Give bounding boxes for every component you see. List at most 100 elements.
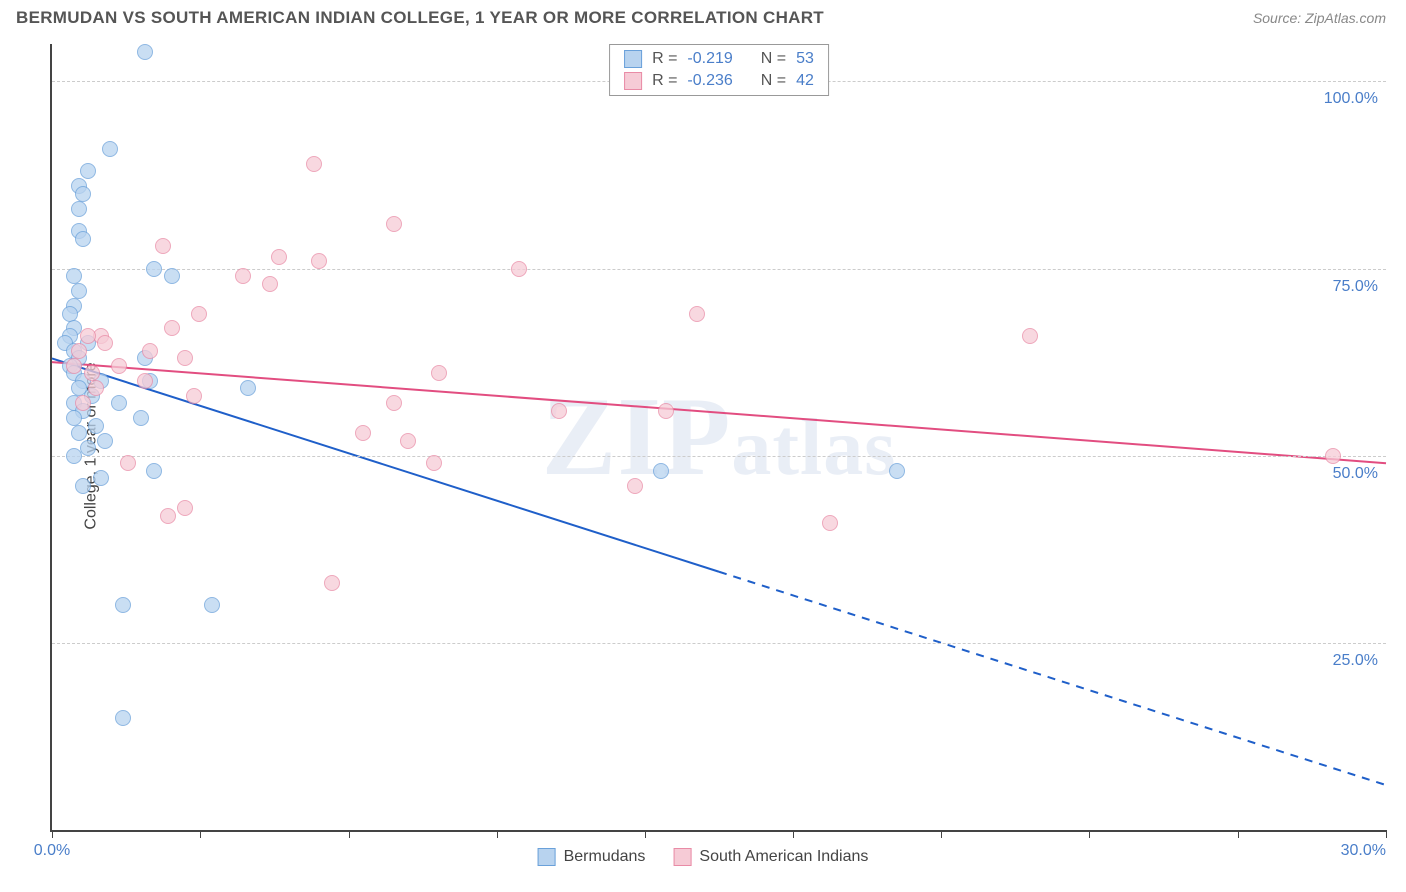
scatter-point xyxy=(88,380,104,396)
scatter-point xyxy=(1325,448,1341,464)
legend-n-value: 53 xyxy=(796,50,814,68)
scatter-point xyxy=(311,253,327,269)
scatter-point xyxy=(75,478,91,494)
scatter-point xyxy=(204,597,220,613)
y-tick-label: 25.0% xyxy=(1333,652,1378,670)
scatter-point xyxy=(262,276,278,292)
legend-bottom: Bermudans South American Indians xyxy=(538,848,869,866)
scatter-point xyxy=(115,597,131,613)
chart-container: BERMUDAN VS SOUTH AMERICAN INDIAN COLLEG… xyxy=(0,0,1406,892)
scatter-point xyxy=(66,268,82,284)
legend-label: South American Indians xyxy=(699,848,868,866)
legend-r-label: R = xyxy=(652,72,677,90)
grid-line xyxy=(52,456,1386,457)
x-tick-label: 0.0% xyxy=(34,842,70,860)
scatter-point xyxy=(386,395,402,411)
x-tick xyxy=(52,830,53,838)
scatter-point xyxy=(186,388,202,404)
scatter-point xyxy=(689,306,705,322)
scatter-point xyxy=(235,268,251,284)
scatter-point xyxy=(653,463,669,479)
scatter-point xyxy=(133,410,149,426)
chart-source: Source: ZipAtlas.com xyxy=(1253,10,1386,26)
scatter-point xyxy=(177,500,193,516)
scatter-point xyxy=(75,395,91,411)
scatter-point xyxy=(511,261,527,277)
legend-swatch xyxy=(624,50,642,68)
x-tick xyxy=(200,830,201,838)
scatter-point xyxy=(431,365,447,381)
scatter-point xyxy=(71,425,87,441)
scatter-point xyxy=(426,455,442,471)
grid-line xyxy=(52,269,1386,270)
legend-bottom-item: Bermudans xyxy=(538,848,646,866)
scatter-point xyxy=(62,306,78,322)
scatter-point xyxy=(71,201,87,217)
chart-title: BERMUDAN VS SOUTH AMERICAN INDIAN COLLEG… xyxy=(16,8,824,28)
x-tick xyxy=(941,830,942,838)
scatter-point xyxy=(97,335,113,351)
scatter-point xyxy=(177,350,193,366)
scatter-point xyxy=(137,373,153,389)
scatter-point xyxy=(66,410,82,426)
legend-n-value: 42 xyxy=(796,72,814,90)
legend-r-value: -0.236 xyxy=(687,72,732,90)
scatter-point xyxy=(93,470,109,486)
scatter-point xyxy=(164,320,180,336)
legend-top-row: R = -0.219 N = 53 xyxy=(610,48,828,70)
scatter-point xyxy=(137,44,153,60)
scatter-point xyxy=(102,141,118,157)
scatter-point xyxy=(164,268,180,284)
source-prefix: Source: xyxy=(1253,10,1301,26)
y-tick-label: 100.0% xyxy=(1324,90,1378,108)
scatter-point xyxy=(88,418,104,434)
scatter-point xyxy=(115,710,131,726)
scatter-point xyxy=(146,261,162,277)
scatter-point xyxy=(306,156,322,172)
x-tick xyxy=(349,830,350,838)
trend-line xyxy=(52,362,1386,463)
x-tick xyxy=(645,830,646,838)
legend-r-value: -0.219 xyxy=(687,50,732,68)
legend-label: Bermudans xyxy=(564,848,646,866)
legend-r-label: R = xyxy=(652,50,677,68)
scatter-point xyxy=(822,515,838,531)
chart-header: BERMUDAN VS SOUTH AMERICAN INDIAN COLLEG… xyxy=(0,0,1406,32)
scatter-point xyxy=(324,575,340,591)
scatter-point xyxy=(889,463,905,479)
scatter-point xyxy=(240,380,256,396)
scatter-point xyxy=(658,403,674,419)
scatter-point xyxy=(355,425,371,441)
scatter-point xyxy=(627,478,643,494)
scatter-point xyxy=(111,395,127,411)
scatter-point xyxy=(400,433,416,449)
y-tick-label: 50.0% xyxy=(1333,465,1378,483)
legend-top: R = -0.219 N = 53 R = -0.236 N = 42 xyxy=(609,44,829,96)
x-tick xyxy=(1386,830,1387,838)
scatter-point xyxy=(551,403,567,419)
legend-n-label: N = xyxy=(761,50,786,68)
legend-bottom-item: South American Indians xyxy=(673,848,868,866)
scatter-point xyxy=(271,249,287,265)
scatter-point xyxy=(80,328,96,344)
scatter-point xyxy=(75,231,91,247)
scatter-point xyxy=(75,186,91,202)
x-tick xyxy=(497,830,498,838)
x-tick xyxy=(1089,830,1090,838)
legend-swatch xyxy=(624,72,642,90)
scatter-point xyxy=(97,433,113,449)
legend-swatch xyxy=(538,848,556,866)
scatter-point xyxy=(71,343,87,359)
scatter-point xyxy=(155,238,171,254)
x-tick xyxy=(1238,830,1239,838)
plot-area: ZIPatlas 25.0%50.0%75.0%100.0%0.0%30.0%R… xyxy=(50,44,1386,832)
scatter-point xyxy=(71,283,87,299)
y-tick-label: 75.0% xyxy=(1333,278,1378,296)
x-tick xyxy=(793,830,794,838)
scatter-point xyxy=(146,463,162,479)
legend-n-label: N = xyxy=(761,72,786,90)
scatter-point xyxy=(191,306,207,322)
scatter-point xyxy=(66,448,82,464)
scatter-point xyxy=(66,358,82,374)
grid-line xyxy=(52,643,1386,644)
